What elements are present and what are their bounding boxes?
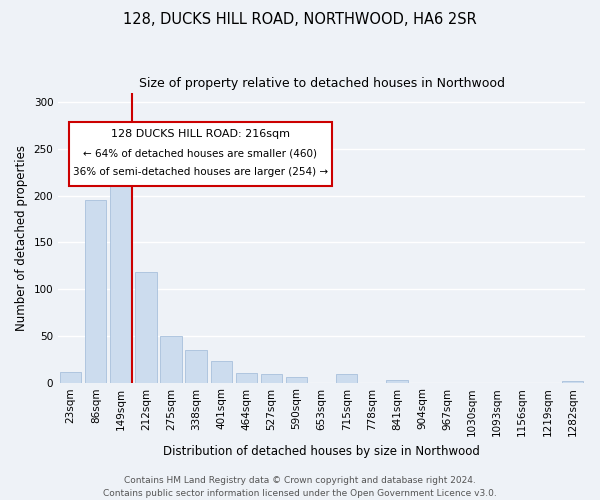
Bar bbox=[286, 377, 307, 382]
Text: 36% of semi-detached houses are larger (254) →: 36% of semi-detached houses are larger (… bbox=[73, 167, 328, 177]
Bar bbox=[386, 380, 407, 382]
FancyBboxPatch shape bbox=[69, 122, 332, 186]
Bar bbox=[336, 374, 358, 382]
Bar bbox=[60, 372, 82, 382]
Bar bbox=[110, 148, 131, 382]
Text: 128, DUCKS HILL ROAD, NORTHWOOD, HA6 2SR: 128, DUCKS HILL ROAD, NORTHWOOD, HA6 2SR bbox=[123, 12, 477, 28]
Title: Size of property relative to detached houses in Northwood: Size of property relative to detached ho… bbox=[139, 78, 505, 90]
Bar bbox=[562, 380, 583, 382]
Text: Contains HM Land Registry data © Crown copyright and database right 2024.
Contai: Contains HM Land Registry data © Crown c… bbox=[103, 476, 497, 498]
Bar bbox=[85, 200, 106, 382]
X-axis label: Distribution of detached houses by size in Northwood: Distribution of detached houses by size … bbox=[163, 444, 480, 458]
Bar bbox=[160, 336, 182, 382]
Bar bbox=[261, 374, 282, 382]
Bar bbox=[211, 361, 232, 382]
Bar bbox=[136, 272, 157, 382]
Text: 128 DUCKS HILL ROAD: 216sqm: 128 DUCKS HILL ROAD: 216sqm bbox=[111, 129, 290, 139]
Y-axis label: Number of detached properties: Number of detached properties bbox=[15, 145, 28, 331]
Text: ← 64% of detached houses are smaller (460): ← 64% of detached houses are smaller (46… bbox=[83, 148, 317, 158]
Bar bbox=[185, 350, 207, 382]
Bar bbox=[236, 373, 257, 382]
